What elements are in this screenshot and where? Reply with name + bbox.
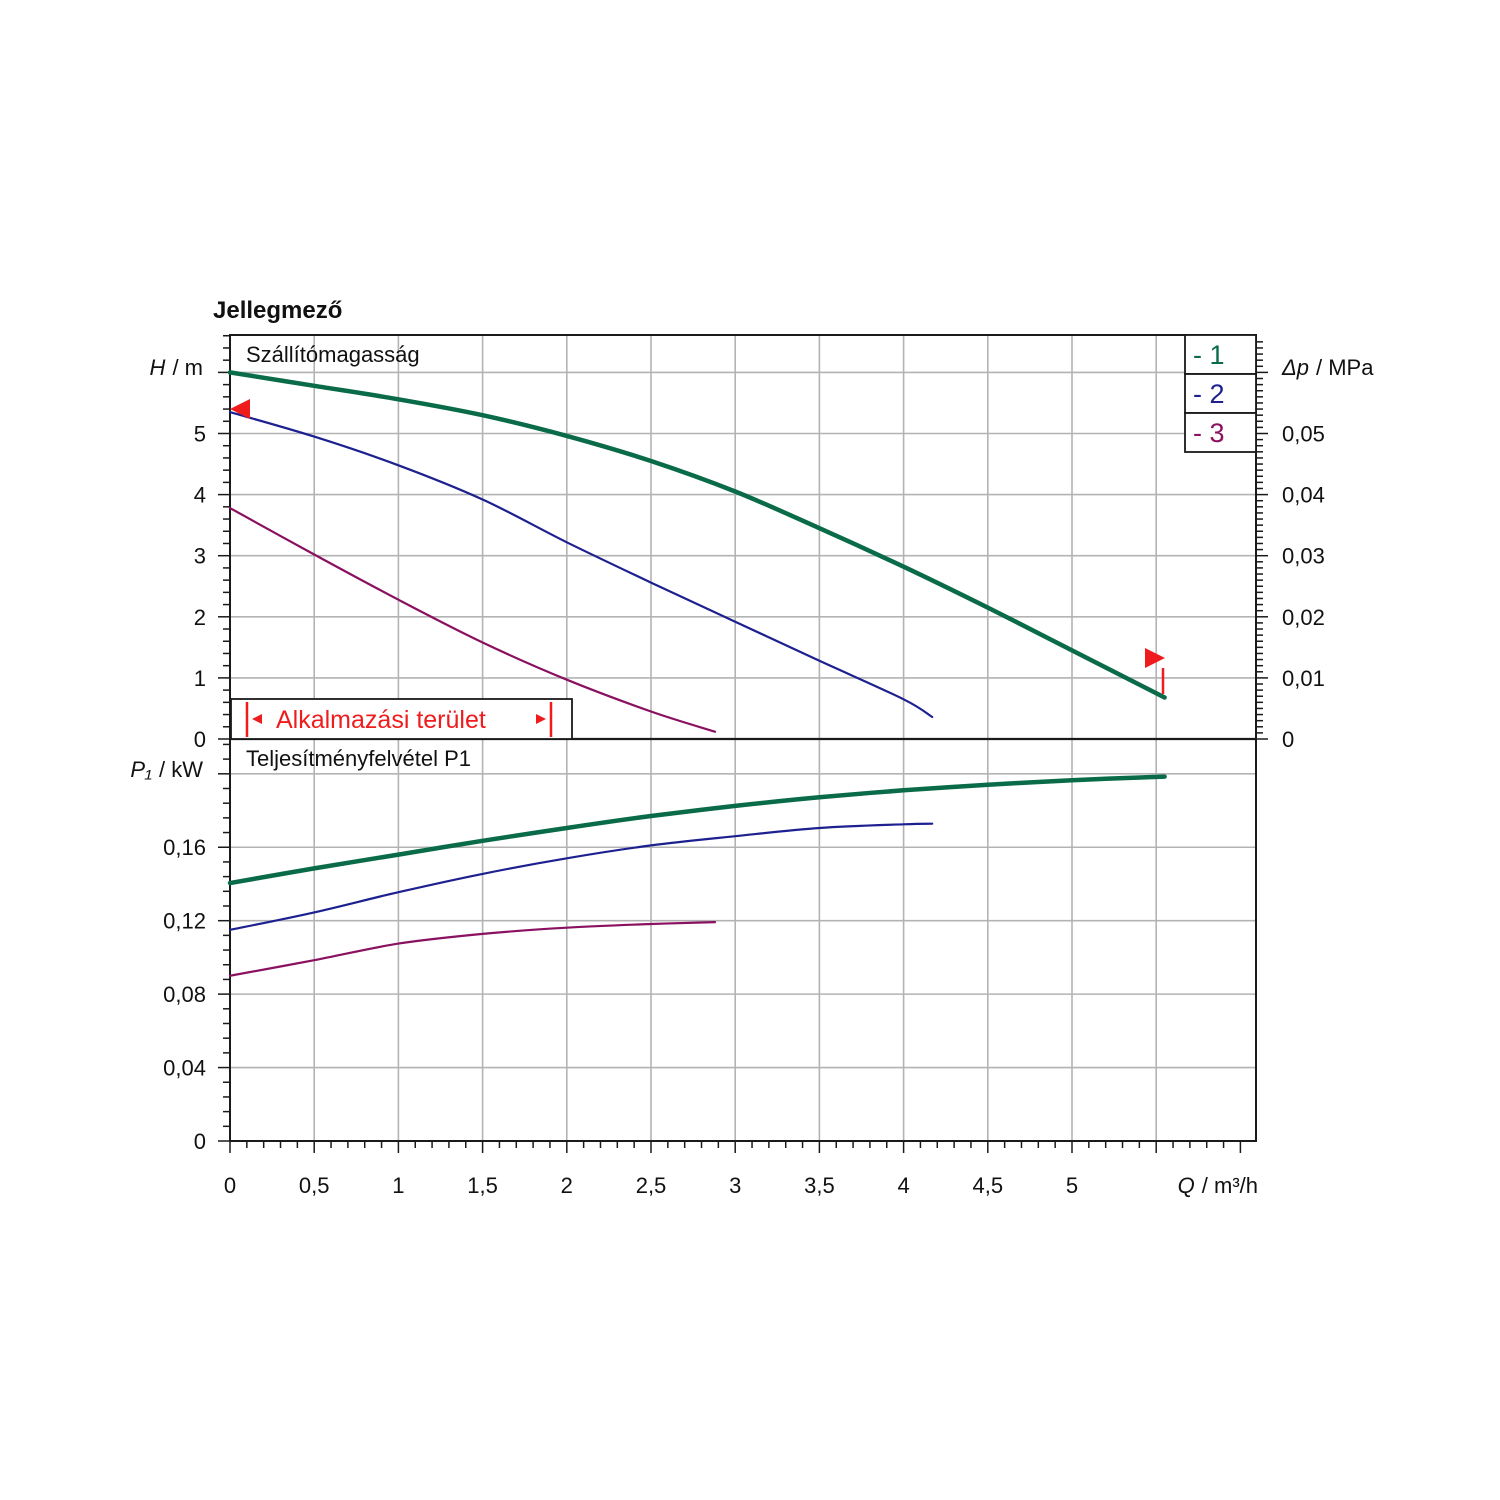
power-panel-title: Teljesítményfelvétel P1 [246,746,471,771]
range-start-marker [230,399,250,419]
series-layer [227,370,1167,977]
power-y-tick-label: 0 [194,1129,206,1154]
x-tick-label: 1 [392,1173,404,1198]
x-axis-label: Q / m³/h [1178,1173,1258,1198]
dp-axis-label: Δp / MPa [1281,355,1374,380]
x-tick-label: 3 [729,1173,741,1198]
head-panel-title: Szállítómagasság [246,342,420,367]
range-arrow-left [252,714,262,724]
head-curve-3 [228,506,717,733]
dp-tick-label: 0,04 [1282,483,1325,508]
application-range-label: Alkalmazási terület [276,706,486,734]
dp-tick-label: 0,01 [1282,666,1325,691]
range-arrow-right [536,714,546,724]
head-y-tick-label: 5 [194,422,206,447]
legend-entry: - 3 [1193,418,1225,448]
x-tick-label: 1,5 [467,1173,498,1198]
head-y-axis-label: H / m [150,355,203,380]
head-y-tick-label: 1 [194,666,206,691]
range-end-marker [1145,648,1165,668]
x-tick-label: 0 [224,1173,236,1198]
x-tick-label: 2,5 [636,1173,667,1198]
dp-tick-label: 0,03 [1282,544,1325,569]
x-axis-unit: / m³/h [1202,1173,1258,1198]
x-tick-label: 4,5 [973,1173,1004,1198]
x-tick-label: 0,5 [299,1173,330,1198]
text-layer: Jellegmező Szállítómagasság Teljesítmény… [130,297,1374,1198]
x-tick-label: 3,5 [804,1173,835,1198]
dp-tick-label: 0,02 [1282,605,1325,630]
dp-tick-label: 0,05 [1282,422,1325,447]
head-y-tick-label: 4 [194,483,206,508]
legend-box [1184,412,1257,453]
dp-axis-unit: / MPa [1316,355,1374,380]
axes-layer [218,334,1268,1153]
x-tick-label: 5 [1066,1173,1078,1198]
head-curve-2 [228,411,934,719]
application-range-box [230,698,573,740]
legend-box [1184,373,1257,414]
chart-title: Jellegmező [213,297,342,324]
legend-entry: - 2 [1193,379,1225,409]
power-curve-1 [227,774,1167,886]
grid-layer [230,335,1256,1141]
head-y-tick-label: 2 [194,605,206,630]
x-tick-label: 2 [561,1173,573,1198]
dp-axis-var: Δp [1281,355,1309,380]
head-y-axis-unit: / m [172,355,203,380]
power-y-tick-label: 0,12 [163,909,206,934]
power-y-tick-label: 0,04 [163,1056,206,1081]
legend-entry: - 1 [1193,340,1225,370]
legend: - 1 - 2 - 3 [1184,334,1257,453]
head-y-tick-label: 3 [194,544,206,569]
power-y-axis-label: P₁ / kW [130,757,203,782]
head-curve-1 [227,370,1167,700]
power-y-axis-var: P₁ [130,757,152,782]
x-tick-label: 4 [897,1173,909,1198]
head-y-tick-label: 0 [194,727,206,752]
power-y-tick-label: 0,08 [163,982,206,1007]
power-y-tick-label: 0,16 [163,835,206,860]
power-curve-3 [228,921,717,977]
power-curve-2 [228,822,934,931]
head-y-axis-var: H [150,355,166,380]
dp-tick-label: 0 [1282,727,1294,752]
power-y-axis-unit: / kW [159,757,203,782]
application-range-annotation: Alkalmazási terület [230,399,1165,740]
x-axis-var: Q [1178,1173,1195,1198]
